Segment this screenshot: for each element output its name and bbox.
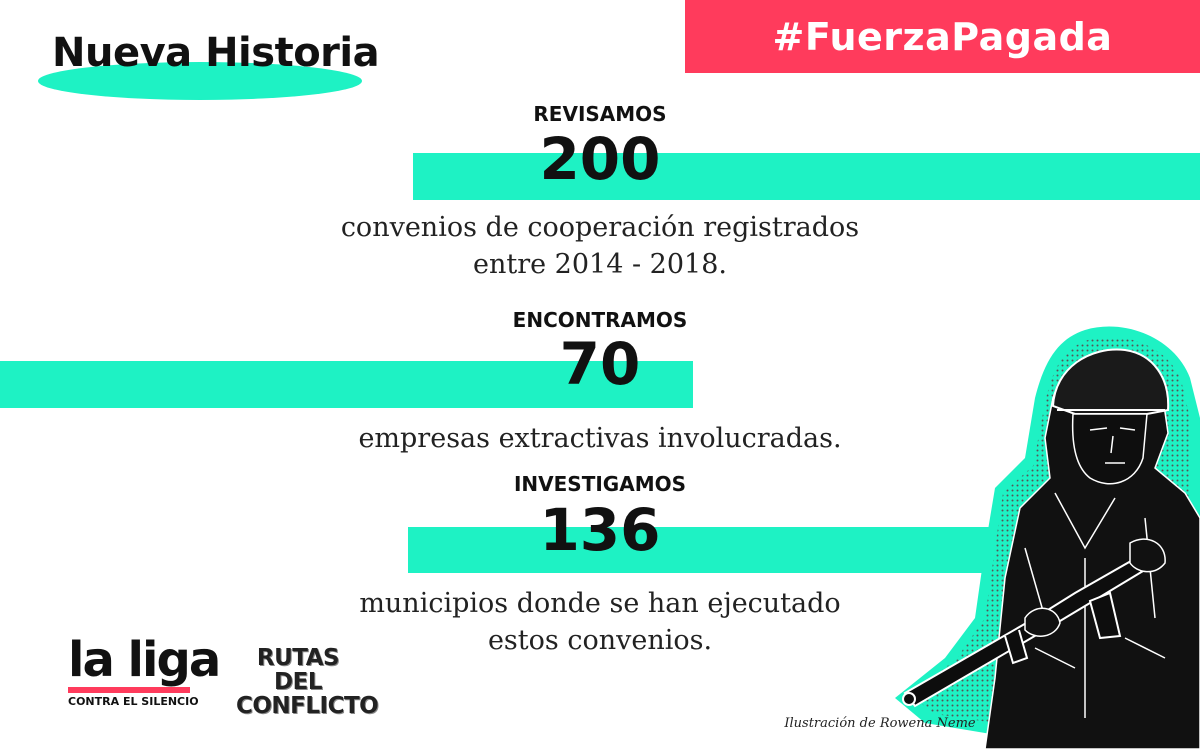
la-liga-logo-subtitle: CONTRA EL SILENCIO — [68, 695, 199, 708]
rutas-del-conflicto-logo: RUTAS DEL CONFLICTO — [236, 645, 379, 719]
stat-3-desc-line2: estos convenios. — [487, 625, 713, 656]
stat-bar-1 — [413, 153, 1200, 200]
stat-2-verb: ENCONTRAMOS — [512, 308, 688, 332]
stat-2-desc-line1: empresas extractivas involucradas. — [358, 423, 842, 454]
rutas-logo-line1: RUTAS DEL — [256, 645, 340, 695]
stat-1-desc-line2: entre 2014 - 2018. — [473, 249, 727, 280]
stat-2-number: 70 — [559, 330, 641, 398]
soldier-illustration — [895, 326, 1200, 749]
stat-2-description: empresas extractivas involucradas. — [300, 420, 900, 457]
hashtag-banner — [685, 0, 1200, 73]
stat-3-verb: INVESTIGAMOS — [513, 472, 686, 496]
stat-3-number: 136 — [539, 496, 661, 564]
brand-highlight — [38, 62, 362, 100]
stat-3-desc-line1: municipios donde se han ejecutado — [359, 588, 841, 619]
brand-title: Nueva Historia — [52, 30, 380, 76]
illustration-credit: Ilustración de Rowena Neme — [784, 716, 976, 731]
stat-1-number: 200 — [539, 125, 661, 193]
la-liga-logo: la liga — [68, 632, 221, 688]
stat-3-description: municipios donde se han ejecutado estos … — [300, 585, 900, 659]
stat-1-description: convenios de cooperación registrados ent… — [300, 209, 900, 283]
la-liga-logo-bar — [68, 687, 190, 693]
rutas-logo-line2: CONFLICTO — [236, 693, 379, 719]
stat-bar-2 — [0, 361, 693, 408]
stat-1-verb: REVISAMOS — [533, 102, 667, 126]
stat-1-desc-line1: convenios de cooperación registrados — [340, 212, 860, 243]
hashtag-text: #FuerzaPagada — [772, 14, 1113, 59]
